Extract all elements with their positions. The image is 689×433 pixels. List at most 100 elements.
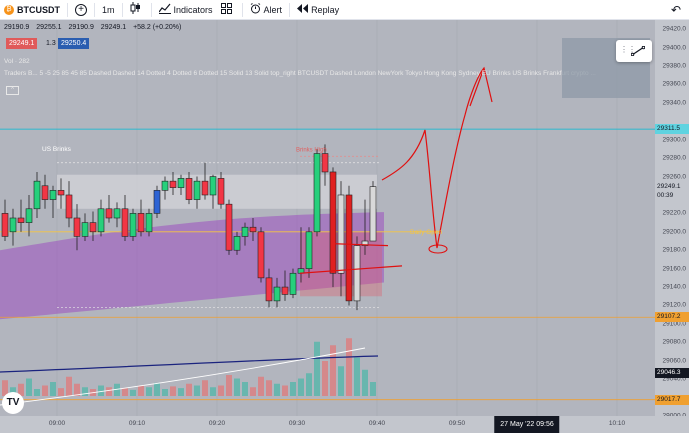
candle-body bbox=[65, 194, 73, 219]
volume-bar bbox=[314, 341, 320, 396]
price-tick-label: 29380.0 bbox=[662, 62, 687, 70]
volume-bar bbox=[210, 387, 216, 396]
candle-body bbox=[361, 240, 369, 246]
volume-bar bbox=[122, 388, 128, 396]
volume-bar bbox=[234, 378, 240, 396]
trend-line-icon[interactable] bbox=[631, 46, 645, 56]
chart-pane[interactable]: Brinks High 29190.9 29255.1 29190.9 2924… bbox=[0, 20, 655, 416]
volume-bar bbox=[274, 383, 280, 396]
time-tick-label: 09:20 bbox=[208, 420, 226, 427]
time-tick-label: 09:40 bbox=[368, 420, 386, 427]
time-scale[interactable]: 09:0009:1009:2009:3009:4009:5010:0010:10… bbox=[0, 416, 655, 433]
candle-body bbox=[337, 194, 345, 274]
brinks-box bbox=[57, 174, 377, 209]
plus-circle-icon: + bbox=[75, 3, 87, 16]
candle-body bbox=[289, 272, 297, 295]
time-tick-label: 09:10 bbox=[128, 420, 146, 427]
time-tick-label: 09:00 bbox=[48, 420, 66, 427]
undo-icon[interactable]: ↶ bbox=[670, 3, 681, 17]
candle-body bbox=[313, 153, 321, 233]
tradingview-logo[interactable]: TV bbox=[2, 392, 24, 414]
scale-corner[interactable] bbox=[655, 416, 689, 433]
candle-body bbox=[209, 176, 217, 196]
volume-bar bbox=[290, 382, 296, 396]
divider bbox=[67, 2, 68, 17]
volume-bar bbox=[282, 385, 288, 396]
candle-body bbox=[169, 180, 177, 188]
volume-bar bbox=[226, 375, 232, 396]
price-tick-label: 29040.0 bbox=[662, 375, 687, 383]
change-value: +58.2 (+0.20%) bbox=[133, 24, 182, 31]
volume-legend: Vol · 282 bbox=[4, 58, 30, 65]
volume-bar bbox=[250, 387, 256, 396]
volume-bar bbox=[178, 388, 184, 396]
divider bbox=[121, 2, 123, 17]
candle-body bbox=[57, 190, 65, 196]
drag-handle-icon[interactable]: ⋮⋮ bbox=[620, 45, 636, 54]
collapse-legend-button[interactable]: ^ bbox=[6, 86, 19, 95]
candle-body bbox=[193, 180, 201, 200]
price-scale[interactable]: 29420.0 29400.0 29380.0 29360.0 29340.0 29300… bbox=[655, 20, 689, 420]
volume-bar bbox=[58, 388, 64, 396]
volume-bar bbox=[322, 361, 328, 396]
volume-bar bbox=[34, 389, 40, 396]
interval-button[interactable]: 1m bbox=[98, 0, 119, 20]
candle-body bbox=[281, 286, 289, 295]
candle-body bbox=[89, 222, 97, 233]
price-tick-label: 29080.0 bbox=[662, 338, 687, 346]
volume-bar bbox=[362, 369, 368, 396]
candle-body bbox=[17, 217, 25, 223]
candle-body bbox=[41, 185, 49, 200]
volume-bar bbox=[154, 382, 160, 396]
symbol-search[interactable]: ₿ BTCUSDT bbox=[0, 0, 64, 20]
indicator-legend[interactable]: Traders B... 5 -5 25 85 45 85 Dashed Das… bbox=[4, 70, 596, 77]
bitcoin-icon: ₿ bbox=[4, 4, 14, 15]
candle-body bbox=[49, 190, 57, 200]
layout-button[interactable] bbox=[217, 0, 239, 20]
candle-body bbox=[177, 178, 185, 188]
candle-body bbox=[321, 153, 329, 173]
volume-bar bbox=[82, 387, 88, 396]
candle-body bbox=[353, 245, 361, 302]
volume-bar bbox=[258, 376, 264, 396]
indicators-label: Indicators bbox=[173, 4, 213, 15]
interval-label: 1m bbox=[102, 4, 115, 15]
low-value: 29190.9 bbox=[68, 24, 94, 31]
hand-drawn-line bbox=[334, 243, 389, 247]
candle-body bbox=[33, 180, 41, 210]
price-tick-label: 29140.0 bbox=[662, 283, 687, 291]
buy-button[interactable]: 29250.4 bbox=[58, 38, 90, 49]
sell-button[interactable]: 29249.1 bbox=[6, 38, 38, 49]
price-chart-canvas[interactable]: Brinks High bbox=[0, 20, 655, 416]
hand-drawn-line bbox=[299, 265, 403, 274]
candle-body bbox=[97, 208, 105, 233]
drawing-toolbar[interactable]: ⋮⋮ bbox=[616, 40, 652, 62]
candle-body bbox=[121, 208, 129, 237]
candle-body bbox=[161, 180, 169, 191]
chart-type-button[interactable] bbox=[126, 0, 148, 20]
compare-button[interactable]: + bbox=[71, 0, 91, 20]
candle-body bbox=[129, 213, 137, 237]
daily-open-label: Daily Open bbox=[410, 229, 443, 236]
candle-body bbox=[225, 203, 233, 251]
price-tick-label: 29180.0 bbox=[662, 246, 687, 254]
open-value: 29190.9 bbox=[4, 24, 30, 31]
replay-button[interactable]: Replay bbox=[293, 0, 343, 20]
candle-body bbox=[137, 213, 145, 233]
symbol-label: BTCUSDT bbox=[17, 4, 60, 15]
replay-icon bbox=[297, 3, 309, 16]
close-value: 29249.1 bbox=[100, 24, 127, 31]
price-tick-label: 29300.0 bbox=[662, 136, 687, 144]
candle-body bbox=[73, 217, 81, 237]
volume-bar bbox=[338, 366, 344, 396]
hand-drawn-circle bbox=[428, 244, 448, 254]
trend-ma-line bbox=[0, 347, 366, 406]
ichimoku-cloud-band bbox=[0, 212, 384, 320]
indicators-button[interactable]: Indicators bbox=[155, 0, 217, 20]
candle-body bbox=[1, 213, 9, 237]
volume-bar bbox=[106, 387, 112, 396]
current-price-tag: 29249.1 bbox=[655, 181, 689, 192]
brinks-high-label: Brinks High bbox=[296, 148, 327, 154]
alert-button[interactable]: Alert bbox=[246, 0, 287, 20]
volume-bar bbox=[130, 389, 136, 396]
